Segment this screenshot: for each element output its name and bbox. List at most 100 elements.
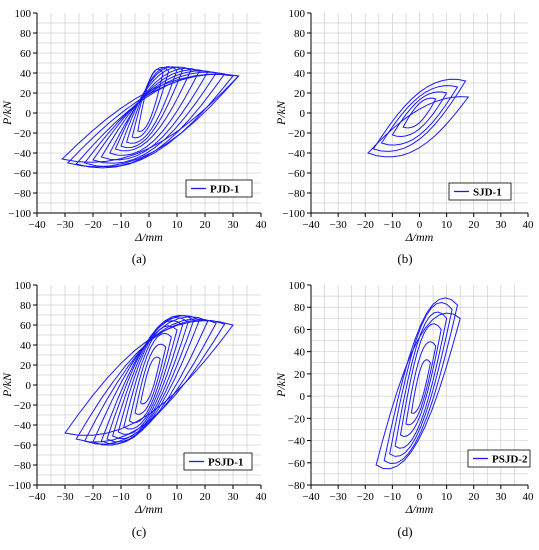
x-tick-label: −30 [56,219,74,231]
x-tick-label: 0 [146,219,152,231]
x-tick-label: 10 [172,219,184,231]
y-tick-label: 0 [26,108,32,120]
x-tick-label: −40 [28,491,46,503]
y-tick-label: 20 [294,88,306,100]
hysteresis-loop [66,73,240,168]
x-tick-label: −10 [384,491,402,503]
chart-panel-b: −40 −30 −20 −10 0 10 20 30 40−100−80−60−40−20020… [274,8,534,266]
y-axis-label: P/kN [274,372,288,398]
legend-box [185,179,253,198]
y-tick-label: 60 [20,320,32,332]
x-axis-label: Δ/mm [405,502,434,516]
panel-caption: (c) [132,524,146,539]
chart-panel-a: −40 −30 −20 −10 0 10 20 30 40−100−80−60−40−20020… [0,8,267,266]
x-tick-label: −30 [330,219,348,231]
y-tick-label: −60 [14,440,32,452]
y-tick-label: 20 [294,369,306,381]
y-tick-label: −20 [14,400,32,412]
hysteresis-loop [399,323,442,438]
hysteresis-loop [61,73,240,163]
y-tick-label: 40 [294,347,306,359]
x-tick-label: 0 [417,491,423,503]
y-tick-label: 100 [15,8,32,20]
y-tick-label: 0 [26,380,32,392]
y-tick-label: −40 [288,436,306,448]
x-axis-label: Δ/mm [134,230,163,244]
legend-label: PSJD-2 [492,454,528,466]
hysteresis-loop [380,85,459,146]
hysteresis-loop [372,78,467,152]
hysteresis-loop [137,68,164,133]
y-tick-label: −80 [288,480,306,492]
hysteresis-loop [394,311,448,449]
y-tick-label: 20 [20,360,32,372]
y-tick-label: 60 [294,324,306,336]
x-tick-label: 30 [228,219,240,231]
hysteresis-loop [106,314,195,443]
y-tick-label: −100 [8,480,31,492]
x-tick-label: 20 [200,491,212,503]
x-tick-label: 10 [441,491,453,503]
legend-label: PJD-1 [210,184,239,196]
legend: PJD-1 [185,179,253,198]
series-sjd-1 [367,78,470,158]
hysteresis-loop [64,320,234,436]
hysteresis-loop [100,314,201,445]
legend-label: SJD-1 [473,187,502,199]
panel-caption: (a) [132,251,146,266]
y-tick-label: 80 [20,300,32,312]
y-tick-label: −60 [14,168,32,180]
y-tick-label: 40 [294,68,306,80]
x-tick-label: −10 [112,491,130,503]
x-tick-label: 30 [228,491,240,503]
legend-box [448,182,512,201]
hysteresis-loop [125,66,178,144]
y-tick-label: −100 [282,208,305,220]
x-tick-label: 40 [256,491,268,503]
x-tick-label: 20 [468,219,480,231]
legend: SJD-1 [448,182,512,201]
y-tick-label: 100 [289,280,306,292]
hysteresis-loop [402,97,437,129]
legend-box [467,449,531,468]
x-tick-label: 40 [523,491,535,503]
x-tick-label: −20 [357,219,375,231]
series-pjd-1 [61,66,240,169]
legend: PSJD-2 [467,449,531,468]
hysteresis-loop [140,356,161,405]
x-tick-label: 20 [200,219,212,231]
x-tick-label: 20 [468,491,480,503]
y-tick-label: −60 [288,458,306,470]
hysteresis-loop [367,96,470,158]
y-tick-label: −20 [288,128,306,140]
y-tick-label: 0 [300,108,306,120]
legend-box [183,452,253,471]
x-tick-label: −20 [84,491,102,503]
chart-panel-c: −40 −30 −20 −10 0 10 20 30 40−100−80−60−40−20020… [0,280,267,539]
y-tick-label: −80 [14,188,32,200]
y-axis-label: P/kN [0,100,14,126]
x-tick-label: 0 [417,219,423,231]
x-tick-label: 30 [495,219,507,231]
y-tick-label: −100 [8,208,31,220]
y-tick-label: 60 [294,48,306,60]
x-axis-label: Δ/mm [134,502,163,516]
x-tick-label: −40 [302,219,320,231]
x-tick-label: −20 [84,219,102,231]
hysteresis-loop [83,71,226,168]
y-tick-label: −20 [288,413,306,425]
y-tick-label: −20 [14,128,32,140]
y-tick-label: −60 [288,168,306,180]
legend: PSJD-1 [183,452,253,471]
hysteresis-loop [375,312,461,470]
hysteresis-loop [391,91,448,138]
hysteresis-loop [131,66,170,139]
hysteresis-loop [134,343,167,415]
x-tick-label: −40 [28,219,46,231]
hysteresis-loop [75,319,226,443]
y-tick-label: 80 [20,28,32,40]
series-psjd-2 [375,297,461,470]
x-tick-label: 40 [523,219,535,231]
hysteresis-loop [109,67,201,156]
y-tick-label: −40 [14,420,32,432]
